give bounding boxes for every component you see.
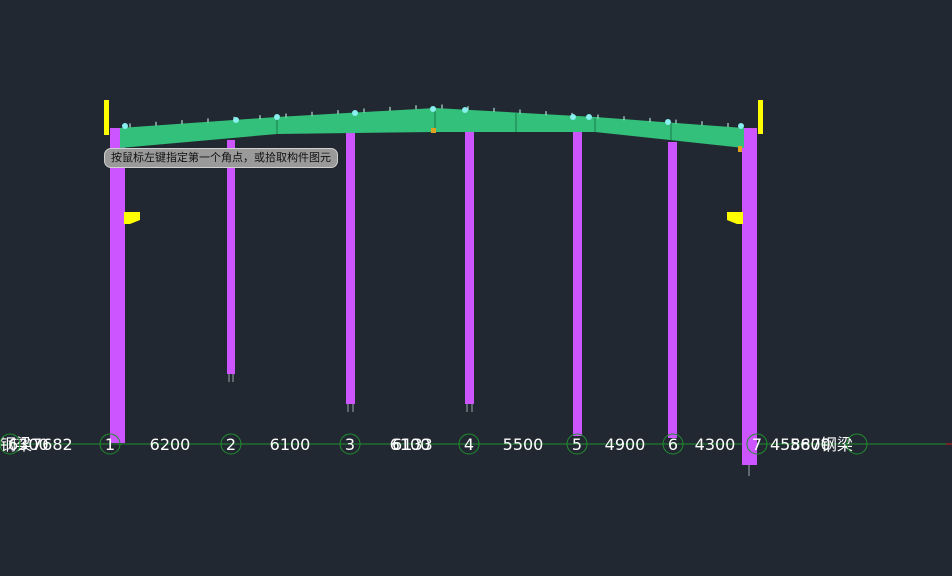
span-label-6: 4300 — [695, 435, 736, 454]
span-label-3: 6100 — [390, 435, 431, 454]
grid-bubble-left-extra — [0, 433, 21, 455]
span-label-4: 5500 — [503, 435, 544, 454]
column-7[interactable] — [742, 128, 757, 465]
column-1[interactable] — [110, 128, 125, 443]
grid-label-4: 4 — [464, 435, 474, 454]
column-6[interactable] — [668, 142, 677, 438]
column-2[interactable] — [227, 140, 235, 374]
right-overlap-label-2: 5600 — [790, 435, 831, 454]
grid-bubble-2[interactable] — [220, 433, 242, 455]
span-label-1: 6200 — [150, 435, 191, 454]
brackets — [104, 100, 763, 224]
grid-bubble-5[interactable] — [566, 433, 588, 455]
purlin-supports — [122, 106, 744, 129]
grid-bubble-3[interactable] — [339, 433, 361, 455]
grid-label-7: 7 — [752, 435, 762, 454]
grid-label-3: 3 — [345, 435, 355, 454]
grid-label-5: 5 — [572, 435, 582, 454]
grid-bubble-right-extra — [846, 433, 868, 455]
grid-bubble-4[interactable] — [458, 433, 480, 455]
column-3[interactable] — [346, 128, 355, 404]
column-bases — [228, 374, 750, 476]
purlins — [129, 104, 729, 128]
column-4[interactable] — [465, 128, 474, 404]
left-overlap-label-2: 6300 — [8, 435, 49, 454]
overlap-span-label: 6133 — [392, 435, 433, 454]
command-prompt-tooltip: 按鼠标左键指定第一个角点，或拾取构件图元 — [104, 148, 338, 168]
grid-label-1: 1 — [105, 435, 115, 454]
right-crane-bracket — [727, 212, 743, 224]
span-label-5: 4900 — [605, 435, 646, 454]
grid-bubble-7[interactable] — [746, 433, 768, 455]
left-crane-bracket — [124, 212, 140, 224]
left-top-bracket — [104, 100, 109, 135]
column-5[interactable] — [573, 128, 582, 436]
span-label-2: 6100 — [270, 435, 311, 454]
grid-bubble-1[interactable] — [99, 433, 121, 455]
grid-label-6: 6 — [668, 435, 678, 454]
columns — [110, 128, 757, 465]
grid-label-2: 2 — [226, 435, 236, 454]
grid-bubble-6[interactable] — [662, 433, 684, 455]
right-overlap-label: 45887钢梁 — [770, 435, 853, 454]
right-top-bracket — [758, 100, 763, 134]
